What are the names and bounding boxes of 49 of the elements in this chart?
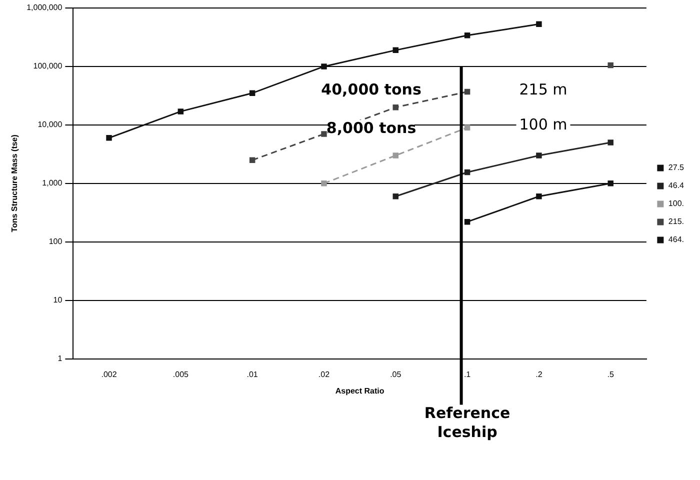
y-tick-label: 1,000,000: [26, 3, 63, 12]
x-tick-label: .05: [390, 370, 402, 379]
annotation: 100 m: [519, 115, 568, 134]
point: [249, 157, 256, 164]
point: [536, 21, 542, 27]
x-tick-label: .002: [101, 370, 118, 379]
annotation: 8,000 tons: [326, 118, 416, 137]
annotation: 215 m: [519, 80, 568, 98]
point: [392, 152, 399, 158]
point: [608, 180, 614, 186]
point: [464, 218, 470, 225]
point: [464, 32, 470, 38]
legend-label: 100.: [668, 199, 684, 208]
x-axis-title: Aspect Ratio: [335, 386, 384, 396]
point: [249, 90, 256, 96]
point: [106, 135, 112, 141]
legend-label: 464.: [668, 235, 684, 244]
y-tick-label: 10,000: [38, 120, 63, 130]
point: [392, 194, 399, 200]
y-tick-label: 1,000: [42, 178, 63, 188]
legend-label: 27.5: [668, 163, 685, 172]
annotation: 40,000 tons: [321, 80, 422, 98]
point: [392, 104, 399, 110]
point: [321, 64, 327, 70]
y-tick-label: 10: [53, 296, 63, 305]
ref-line-label: Reference Iceship: [424, 404, 510, 442]
point: [608, 140, 614, 146]
point: [608, 62, 614, 68]
x-tick-label: .01: [246, 370, 258, 379]
point: [321, 131, 327, 137]
point: [464, 88, 470, 95]
point: [464, 124, 470, 130]
point: [321, 180, 327, 186]
x-tick-label: .2: [536, 370, 543, 379]
x-tick-label: .1: [464, 370, 472, 379]
y-tick-label: 100,000: [33, 62, 63, 71]
y-axis-title: Tons Structure Mass (tse): [10, 134, 20, 232]
legend-label: 215.: [668, 217, 684, 226]
point: [392, 47, 399, 54]
legend-label: 46.4: [668, 181, 685, 190]
y-tick-label: 1: [58, 354, 63, 364]
x-tick-label: .005: [172, 370, 190, 379]
point: [178, 108, 184, 114]
x-tick-label: .5: [607, 370, 614, 379]
x-tick-label: .02: [318, 370, 330, 379]
point: [464, 169, 470, 176]
point: [536, 194, 542, 200]
point: [536, 152, 542, 158]
y-tick-label: 100: [48, 237, 63, 246]
